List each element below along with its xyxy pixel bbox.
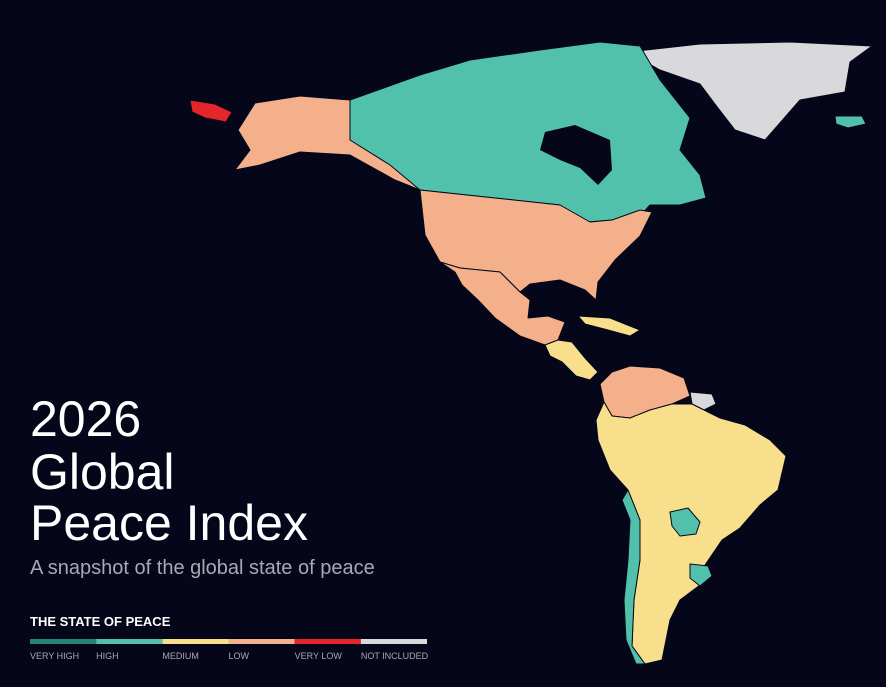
legend-swatch bbox=[96, 639, 163, 644]
legend-swatch bbox=[294, 639, 361, 644]
legend-swatch bbox=[30, 639, 97, 644]
legend-label: VERY LOW bbox=[295, 651, 343, 661]
iceland bbox=[834, 115, 867, 129]
legend-label: LOW bbox=[229, 651, 250, 661]
hudson-bay bbox=[540, 125, 612, 185]
title-line: Global bbox=[30, 444, 175, 500]
french-guiana bbox=[689, 391, 717, 411]
cuba bbox=[577, 315, 641, 337]
subtitle: A snapshot of the global state of peace bbox=[30, 557, 375, 579]
russia-far-east bbox=[189, 99, 233, 123]
legend-label: NOT INCLUDED bbox=[361, 651, 429, 661]
map bbox=[189, 41, 873, 665]
legend-swatch bbox=[162, 639, 229, 644]
title-line: Peace Index bbox=[30, 495, 308, 551]
title-block: 2026 Global Peace Index A snapshot of th… bbox=[30, 391, 375, 629]
mexico bbox=[439, 261, 566, 346]
legend-label: HIGH bbox=[96, 651, 119, 661]
legend: VERY HIGH HIGH MEDIUM LOW VERY LOW NOT INCLUD… bbox=[30, 639, 429, 661]
paraguay bbox=[669, 507, 701, 537]
alaska bbox=[234, 95, 421, 191]
legend-label: VERY HIGH bbox=[30, 651, 79, 661]
legend-label: MEDIUM bbox=[162, 651, 199, 661]
greenland bbox=[627, 41, 873, 141]
central-america bbox=[544, 339, 599, 381]
legend-title: THE STATE OF PEACE bbox=[30, 614, 171, 629]
uruguay bbox=[689, 563, 713, 587]
chile bbox=[621, 489, 646, 665]
legend-swatch bbox=[360, 639, 427, 644]
title-line: 2026 bbox=[30, 391, 141, 447]
legend-swatch bbox=[228, 639, 295, 644]
